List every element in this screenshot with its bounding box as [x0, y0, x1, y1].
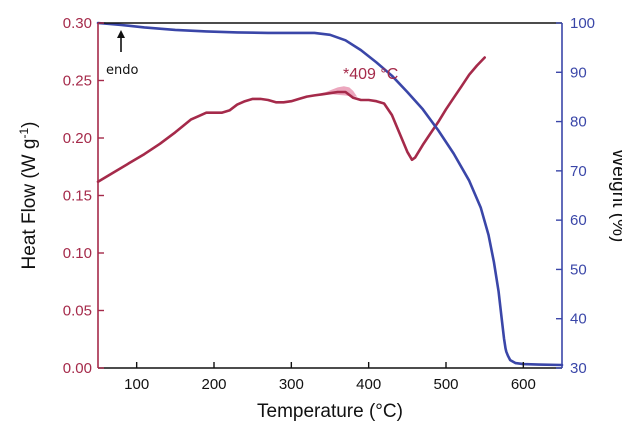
left-y-tick-label: 0.10	[63, 245, 92, 262]
endo-label: endo	[106, 63, 138, 78]
left-y-tick-label: 0.30	[63, 15, 92, 32]
right-y-tick-label: 70	[570, 163, 587, 180]
endo-arrow-head	[117, 30, 125, 38]
left-y-tick-label: 0.00	[63, 360, 92, 377]
labels-layer: endo *409 °C Temperature (°C) Heat Flow (W …	[17, 30, 622, 422]
x-tick-label: 200	[201, 376, 226, 393]
left-y-tick-label: 0.05	[63, 303, 92, 320]
x-tick-label: 500	[433, 376, 458, 393]
right-y-tick-label: 50	[570, 261, 587, 278]
ticks-layer: 100 200 300 400 500 600 0.00 0.05 0.10 0.15 0.20 0.…	[63, 15, 595, 393]
x-tick-label: 100	[124, 376, 149, 393]
peak-label: *409 °C	[343, 66, 398, 83]
right-y-axis-title: Weight (%)	[608, 149, 622, 243]
heat-flow-line	[96, 56, 487, 183]
right-y-tick-label: 60	[570, 212, 587, 229]
right-y-tick-label: 80	[570, 114, 587, 131]
left-y-tick-label: 0.15	[63, 188, 92, 205]
right-y-tick-label: 30	[570, 360, 587, 377]
x-tick-label: 600	[511, 376, 536, 393]
right-y-tick-label: 40	[570, 311, 587, 328]
x-axis-title: Temperature (°C)	[257, 401, 403, 422]
right-y-tick-label: 100	[570, 15, 595, 32]
x-tick-label: 300	[279, 376, 304, 393]
left-y-tick-label: 0.20	[63, 130, 92, 147]
series-layer	[96, 21, 564, 367]
left-y-axis-title: Heat Flow (W g-1)	[17, 122, 40, 270]
weight-line	[96, 21, 564, 367]
right-y-tick-label: 90	[570, 64, 587, 81]
axes-layer	[97, 22, 563, 369]
left-y-tick-label: 0.25	[63, 73, 92, 90]
x-tick-label: 400	[356, 376, 381, 393]
